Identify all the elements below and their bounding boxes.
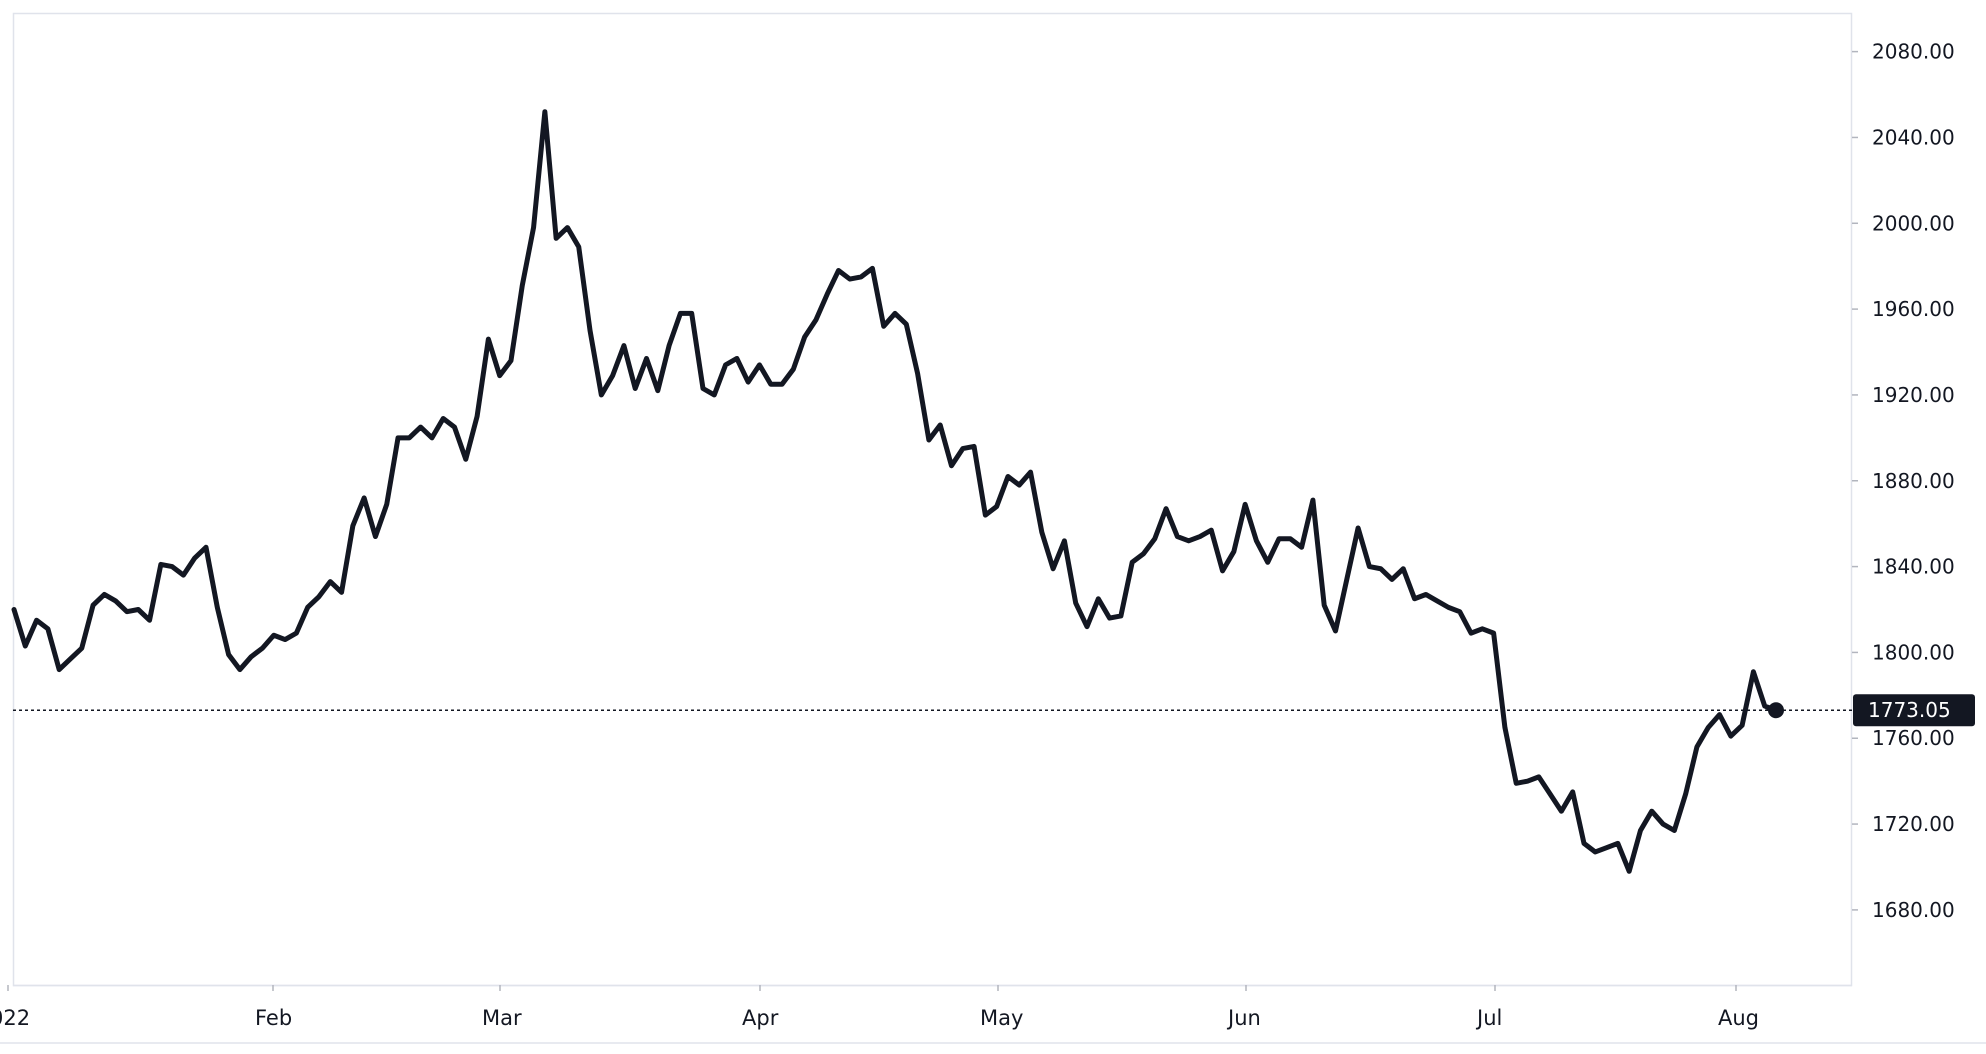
x-axis: 022 Feb Mar Apr May Jun Jul Aug xyxy=(0,985,1759,1030)
last-point-marker[interactable] xyxy=(1768,702,1784,719)
y-tick-label: 1960.00 xyxy=(1872,297,1955,321)
x-tick-label: May xyxy=(980,1006,1023,1030)
y-tick-label: 2080.00 xyxy=(1872,40,1955,64)
y-tick-label: 1800.00 xyxy=(1872,640,1955,664)
x-tick-label: 022 xyxy=(0,1006,30,1030)
last-value-label: 1773.05 xyxy=(1868,698,1951,722)
x-tick-label: Apr xyxy=(742,1006,779,1030)
last-value-badge: 1773.05 xyxy=(1853,694,1975,727)
y-tick-label: 1720.00 xyxy=(1872,812,1955,836)
plot-frame xyxy=(12,12,1853,987)
last-value-badge-bg xyxy=(1853,694,1975,727)
x-tick-label: Feb xyxy=(255,1006,292,1030)
x-tick-label: Jun xyxy=(1226,1006,1261,1030)
y-tick-label: 2040.00 xyxy=(1872,125,1955,149)
x-tick-label: Aug xyxy=(1718,1006,1759,1030)
price-series-line xyxy=(11,109,1779,874)
x-tick-label: Mar xyxy=(482,1006,522,1030)
y-tick-label: 1920.00 xyxy=(1872,383,1955,407)
y-axis: 2080.00 2040.00 2000.00 1960.00 1920.00 1880.… xyxy=(1852,40,1955,922)
y-tick-label: 1760.00 xyxy=(1872,726,1955,750)
y-tick-label: 1840.00 xyxy=(1872,555,1955,579)
y-tick-label: 1880.00 xyxy=(1872,469,1955,493)
y-tick-label: 1680.00 xyxy=(1872,898,1955,922)
x-tick-label: Jul xyxy=(1475,1006,1502,1030)
y-tick-label: 2000.00 xyxy=(1872,211,1955,235)
